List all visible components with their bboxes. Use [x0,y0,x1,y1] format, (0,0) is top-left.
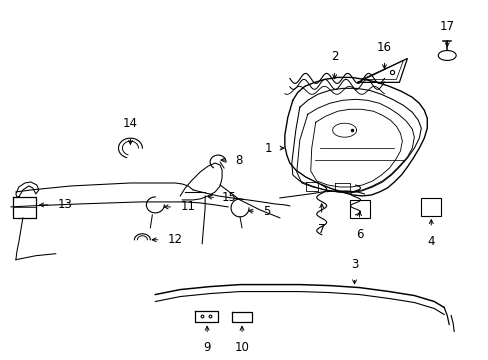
Text: 8: 8 [235,154,242,167]
Text: 14: 14 [122,117,138,130]
Text: 5: 5 [263,205,270,219]
Text: 13: 13 [58,198,72,211]
Text: 16: 16 [376,41,391,54]
Bar [349,200,369,218]
Text: 9: 9 [203,341,210,354]
Text: 15: 15 [222,192,237,204]
Text: 17: 17 [439,19,454,32]
Text: 4: 4 [427,235,434,248]
Text: 3: 3 [350,258,358,271]
Text: 6: 6 [355,228,363,241]
Text: 1: 1 [264,141,271,155]
Bar [421,198,440,216]
Text: 11: 11 [180,201,195,213]
Text: 7: 7 [317,223,325,236]
Text: 2: 2 [330,50,338,63]
Text: 12: 12 [167,233,182,246]
Text: 10: 10 [234,341,249,354]
